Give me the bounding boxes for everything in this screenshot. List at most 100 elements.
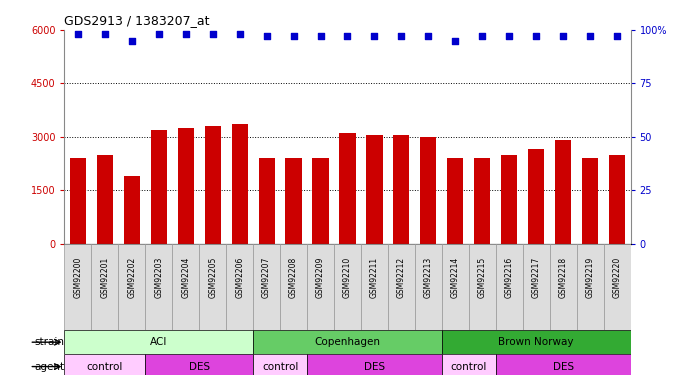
Text: GSM92213: GSM92213 [424, 256, 433, 298]
Bar [97, 154, 113, 244]
Text: Copenhagen: Copenhagen [315, 337, 380, 347]
Bar [340, 134, 355, 244]
Text: agent: agent [35, 362, 64, 372]
Bar [307, 244, 334, 330]
Point [612, 33, 622, 39]
Point [288, 33, 299, 39]
Text: GSM92211: GSM92211 [370, 256, 379, 298]
Bar [178, 128, 194, 244]
Text: GSM92205: GSM92205 [208, 256, 217, 298]
Bar [280, 244, 307, 330]
Bar [64, 244, 92, 330]
Bar [366, 135, 382, 244]
Bar [415, 244, 442, 330]
Text: DES: DES [553, 362, 574, 372]
Bar [501, 154, 517, 244]
Bar [523, 244, 550, 330]
Bar [253, 244, 280, 330]
Text: GSM92202: GSM92202 [127, 256, 136, 298]
Bar [172, 244, 199, 330]
Bar [468, 244, 496, 330]
Text: control: control [262, 362, 298, 372]
Text: GSM92207: GSM92207 [262, 256, 271, 298]
Text: GSM92201: GSM92201 [100, 256, 109, 298]
Text: GSM92218: GSM92218 [559, 256, 567, 298]
Text: GSM92217: GSM92217 [532, 256, 540, 298]
Point [423, 33, 434, 39]
Text: DES: DES [364, 362, 385, 372]
Text: GSM92212: GSM92212 [397, 256, 406, 298]
Bar [70, 158, 86, 244]
Bar [576, 244, 603, 330]
Bar [307, 354, 442, 375]
Text: GSM92214: GSM92214 [451, 256, 460, 298]
Bar [393, 135, 410, 244]
Bar [226, 244, 253, 330]
Text: GSM92219: GSM92219 [586, 256, 595, 298]
Text: Brown Norway: Brown Norway [498, 337, 574, 347]
Bar [420, 137, 437, 244]
Point [396, 33, 407, 39]
Bar [442, 330, 631, 354]
Bar [258, 158, 275, 244]
Bar [64, 354, 145, 375]
Point [450, 38, 461, 44]
Text: DES: DES [188, 362, 210, 372]
Bar [253, 354, 307, 375]
Bar [442, 244, 468, 330]
Text: GSM92215: GSM92215 [478, 256, 487, 298]
Bar [253, 330, 442, 354]
Point [477, 33, 487, 39]
Text: GSM92208: GSM92208 [289, 256, 298, 298]
Bar [119, 244, 145, 330]
Point [504, 33, 515, 39]
Point [207, 31, 218, 37]
Text: GSM92200: GSM92200 [73, 256, 83, 298]
Point [100, 31, 111, 37]
Text: GSM92206: GSM92206 [235, 256, 244, 298]
Text: GSM92210: GSM92210 [343, 256, 352, 298]
Bar [496, 244, 523, 330]
Bar [232, 124, 247, 244]
Bar [145, 354, 253, 375]
Bar [496, 354, 631, 375]
Bar [123, 176, 140, 244]
Bar [361, 244, 388, 330]
Point [315, 33, 326, 39]
Bar [199, 244, 226, 330]
Point [73, 31, 83, 37]
Bar [582, 158, 598, 244]
Point [261, 33, 272, 39]
Bar [151, 130, 167, 244]
Bar [609, 154, 625, 244]
Text: GDS2913 / 1383207_at: GDS2913 / 1383207_at [64, 15, 210, 27]
Text: GSM92203: GSM92203 [155, 256, 163, 298]
Bar [334, 244, 361, 330]
Text: control: control [87, 362, 123, 372]
Text: GSM92220: GSM92220 [612, 256, 622, 298]
Bar [550, 244, 576, 330]
Text: GSM92209: GSM92209 [316, 256, 325, 298]
Point [342, 33, 353, 39]
Text: GSM92216: GSM92216 [504, 256, 514, 298]
Point [126, 38, 137, 44]
Bar [447, 158, 463, 244]
Bar [313, 158, 329, 244]
Bar [474, 158, 490, 244]
Point [558, 33, 569, 39]
Text: GSM92204: GSM92204 [181, 256, 191, 298]
Bar [205, 126, 221, 244]
Point [153, 31, 164, 37]
Bar [92, 244, 119, 330]
Point [531, 33, 542, 39]
Point [180, 31, 191, 37]
Bar [555, 141, 572, 244]
Bar [528, 149, 544, 244]
Bar [388, 244, 415, 330]
Bar [145, 244, 172, 330]
Bar [285, 158, 302, 244]
Text: ACI: ACI [150, 337, 167, 347]
Bar [442, 354, 496, 375]
Point [234, 31, 245, 37]
Text: control: control [451, 362, 487, 372]
